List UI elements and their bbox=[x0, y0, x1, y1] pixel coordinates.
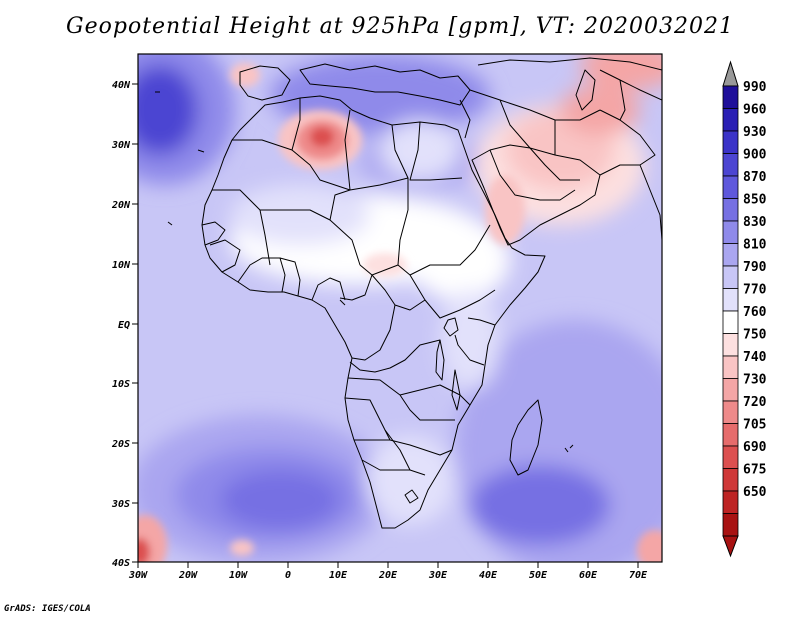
colorbar-label: 810 bbox=[743, 238, 767, 253]
colorbar-box bbox=[722, 378, 739, 402]
grads-credit: GrADS: IGES/COLA bbox=[4, 604, 91, 614]
colorbar-box bbox=[722, 198, 739, 222]
colorbar-label: 740 bbox=[743, 350, 767, 365]
colorbar-box bbox=[722, 108, 739, 132]
colorbar: 990 960 930 900 870 850 830 810 790 770 760 750 740 7… bbox=[722, 60, 767, 558]
colorbar-box bbox=[722, 288, 739, 312]
colorbar-label: 930 bbox=[743, 125, 767, 140]
colorbar-box bbox=[722, 265, 739, 289]
colorbar-label: 650 bbox=[743, 485, 767, 500]
colorbar-label: 850 bbox=[743, 193, 767, 208]
colorbar-box bbox=[722, 468, 739, 492]
colorbar-box bbox=[722, 445, 739, 469]
lon-label: 20E bbox=[378, 570, 398, 581]
colorbar-box bbox=[722, 490, 739, 514]
lat-label: 30S bbox=[111, 499, 130, 510]
colorbar-label: 690 bbox=[743, 440, 767, 455]
colorbar-box bbox=[722, 310, 739, 334]
lon-label: 30E bbox=[428, 570, 448, 581]
colorbar-box bbox=[722, 423, 739, 447]
lat-label: EQ bbox=[118, 320, 130, 331]
colorbar-label: 760 bbox=[743, 305, 767, 320]
latitude-labels: 40N 30N 20N 10N EQ 10S 20S 30S 40S bbox=[111, 80, 131, 569]
lon-label: 50E bbox=[529, 570, 548, 581]
colorbar-label: 750 bbox=[743, 328, 767, 343]
lon-label: 0 bbox=[285, 570, 291, 581]
colorbar-label: 790 bbox=[743, 260, 767, 275]
lon-label: 30W bbox=[128, 570, 148, 581]
colorbar-box bbox=[722, 175, 739, 199]
colorbar-label: 960 bbox=[743, 103, 767, 118]
lat-label: 40S bbox=[112, 558, 130, 569]
colorbar-box bbox=[722, 355, 739, 379]
colorbar-min-arrow bbox=[722, 535, 739, 558]
colorbar-box bbox=[722, 85, 739, 109]
lat-label: 10S bbox=[112, 379, 130, 390]
colorbar-label: 990 bbox=[743, 80, 767, 95]
coastlines bbox=[155, 57, 662, 529]
lon-label: 10E bbox=[329, 570, 348, 581]
colorbar-box bbox=[722, 220, 739, 244]
lon-label: 20W bbox=[178, 570, 198, 581]
colorbar-box bbox=[722, 130, 739, 154]
lat-label: 20N bbox=[111, 200, 131, 211]
lat-label: 40N bbox=[112, 80, 131, 91]
lon-label: 40E bbox=[479, 570, 498, 581]
colorbar-label: 830 bbox=[743, 215, 767, 230]
lon-label: 60E bbox=[579, 570, 598, 581]
plot-frame bbox=[137, 53, 663, 563]
colorbar-box bbox=[722, 333, 739, 357]
lon-label: 70E bbox=[629, 570, 648, 581]
colorbar-label: 720 bbox=[743, 395, 767, 410]
colorbar-label: 675 bbox=[743, 463, 766, 478]
longitude-labels: 30W 20W 10W 0 10E 20E 30E 40E 50E 60E 70… bbox=[128, 570, 648, 581]
colorbar-box bbox=[722, 400, 739, 424]
lat-label: 20S bbox=[111, 439, 130, 450]
colorbar-label: 730 bbox=[743, 373, 767, 388]
lat-label: 30N bbox=[111, 140, 131, 151]
colorbar-label: 900 bbox=[743, 148, 767, 163]
colorbar-box bbox=[722, 153, 739, 177]
lat-label: 10N bbox=[112, 260, 131, 271]
lon-label: 10W bbox=[229, 570, 248, 581]
colorbar-max-arrow bbox=[722, 60, 739, 87]
colorbar-label: 870 bbox=[743, 170, 767, 185]
colorbar-box bbox=[722, 243, 739, 267]
axis-ticks bbox=[132, 83, 639, 568]
map-title: Geopotential Height at 925hPa [gpm], VT:… bbox=[66, 14, 734, 39]
colorbar-box bbox=[722, 513, 739, 537]
colorbar-label: 770 bbox=[743, 283, 767, 298]
height-field bbox=[138, 54, 662, 562]
colorbar-label: 705 bbox=[743, 418, 766, 433]
